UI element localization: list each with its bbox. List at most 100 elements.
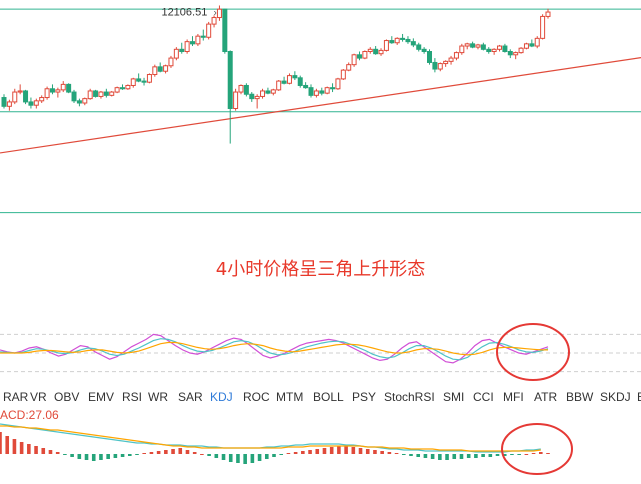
indicator-tab-rar[interactable]: RAR xyxy=(3,390,29,404)
candle-body xyxy=(60,83,66,91)
candle-body xyxy=(497,45,503,50)
indicator-tab-obv[interactable]: OBV xyxy=(54,390,80,404)
candle-body xyxy=(98,91,104,97)
macd-histogram-bar xyxy=(113,454,118,458)
macd-histogram-bar xyxy=(365,449,370,454)
macd-value-label: ACD:27.06 xyxy=(0,408,59,422)
indicator-tab-wr[interactable]: WR xyxy=(148,390,168,404)
candle-body xyxy=(416,44,422,50)
macd-histogram-bar xyxy=(401,454,406,455)
indicator-tab-kdj[interactable]: KDJ xyxy=(210,390,233,404)
macd-histogram-bar xyxy=(510,454,514,455)
candle-body xyxy=(362,51,368,59)
candle-body xyxy=(335,78,341,90)
indicator-tab-b[interactable]: B xyxy=(637,390,641,404)
macd-histogram-bar xyxy=(185,450,190,454)
candle-body xyxy=(82,98,88,104)
candle-body xyxy=(394,37,400,44)
candle-body xyxy=(33,100,39,106)
indicator-tab-psy[interactable]: PSY xyxy=(352,390,377,404)
candle-body xyxy=(260,90,266,97)
candle-body xyxy=(222,8,228,53)
macd-histogram-bar xyxy=(351,447,356,454)
candle-body xyxy=(507,51,513,56)
candle-body xyxy=(17,90,23,93)
macd-histogram-bar xyxy=(19,442,24,454)
candle-body xyxy=(286,75,292,84)
candle-body xyxy=(308,87,314,96)
candle-body xyxy=(421,48,427,53)
macd-histogram-bar xyxy=(200,454,204,455)
indicator-tab-boll[interactable]: BOLL xyxy=(313,390,344,404)
candle-body xyxy=(464,43,470,47)
indicator-tab-skdj[interactable]: SKDJ xyxy=(600,390,631,404)
macd-histogram-bar xyxy=(430,454,435,459)
candle-body xyxy=(437,63,443,70)
macd-histogram-bar xyxy=(502,454,507,456)
indicator-tab-emv[interactable]: EMV xyxy=(88,390,115,404)
candle-body xyxy=(6,101,12,107)
candle-body xyxy=(540,15,546,39)
chart-caption: 4小时价格呈三角上升形态 xyxy=(215,259,426,280)
candle-body xyxy=(163,65,169,72)
macd-histogram-bar xyxy=(156,451,161,454)
macd-histogram-bar xyxy=(178,448,183,454)
candle-body xyxy=(211,17,217,25)
indicator-tab-rsi[interactable]: RSI xyxy=(122,390,143,404)
candle-body xyxy=(66,83,72,93)
macd-histogram-bar xyxy=(308,450,312,454)
candle-body xyxy=(233,91,239,109)
candle-body xyxy=(448,57,454,62)
indicator-tab-atr[interactable]: ATR xyxy=(534,390,558,404)
macd-histogram-bar xyxy=(301,451,305,454)
macd-histogram-bar xyxy=(34,446,38,454)
macd-histogram-bar xyxy=(77,454,82,459)
high-price-label: 12106.51 › xyxy=(161,6,216,18)
macd-histogram-bar xyxy=(27,444,31,454)
indicator-tab-smi[interactable]: SMI xyxy=(443,390,465,404)
macd-histogram-bar xyxy=(149,452,154,454)
macd-histogram-bar xyxy=(41,448,46,454)
candle-body xyxy=(238,84,244,93)
candle-body xyxy=(157,66,163,72)
macd-histogram-bar xyxy=(286,453,291,454)
macd-histogram-bar xyxy=(120,454,125,457)
candle-body xyxy=(270,89,276,94)
macd-histogram-bar xyxy=(488,454,493,457)
candle-body xyxy=(545,11,551,17)
indicator-tab-mtm[interactable]: MTM xyxy=(276,390,304,404)
candle-body xyxy=(152,66,158,76)
indicator-tab-mfi[interactable]: MFI xyxy=(503,390,524,404)
macd-histogram-bar xyxy=(531,453,536,454)
ascending-trendline xyxy=(0,57,641,154)
candle-body xyxy=(432,61,438,70)
candle-body xyxy=(313,90,319,96)
candle-body xyxy=(475,44,481,48)
candle-body xyxy=(534,37,540,47)
macd-dif-line xyxy=(0,423,541,453)
candle-body xyxy=(1,97,7,107)
macd-histogram-bar xyxy=(106,454,110,459)
macd-histogram-bar xyxy=(272,454,276,457)
candle-body xyxy=(168,57,174,67)
candle-body xyxy=(87,90,93,100)
indicator-tab-roc[interactable]: ROC xyxy=(243,390,270,404)
macd-histogram-bar xyxy=(538,452,543,454)
kdj-d-line xyxy=(0,338,549,361)
macd-histogram-bar xyxy=(524,454,529,455)
indicator-tab-stochrsi[interactable]: StochRSI xyxy=(384,390,435,404)
macd-chart xyxy=(0,423,573,475)
macd-histogram-bar xyxy=(70,454,74,457)
macd-histogram-bar xyxy=(192,452,197,454)
indicator-tab-bbw[interactable]: BBW xyxy=(566,390,594,404)
macd-histogram-bar xyxy=(394,453,399,454)
candle-body xyxy=(276,80,282,91)
macd-histogram-bar xyxy=(380,451,384,454)
candle-body xyxy=(470,43,476,48)
indicator-tab-cci[interactable]: CCI xyxy=(473,390,494,404)
candle-body xyxy=(330,87,336,90)
candle-body xyxy=(55,89,61,93)
candle-body xyxy=(130,78,136,86)
indicator-tab-sar[interactable]: SAR xyxy=(178,390,203,404)
indicator-tab-vr[interactable]: VR xyxy=(30,390,47,404)
